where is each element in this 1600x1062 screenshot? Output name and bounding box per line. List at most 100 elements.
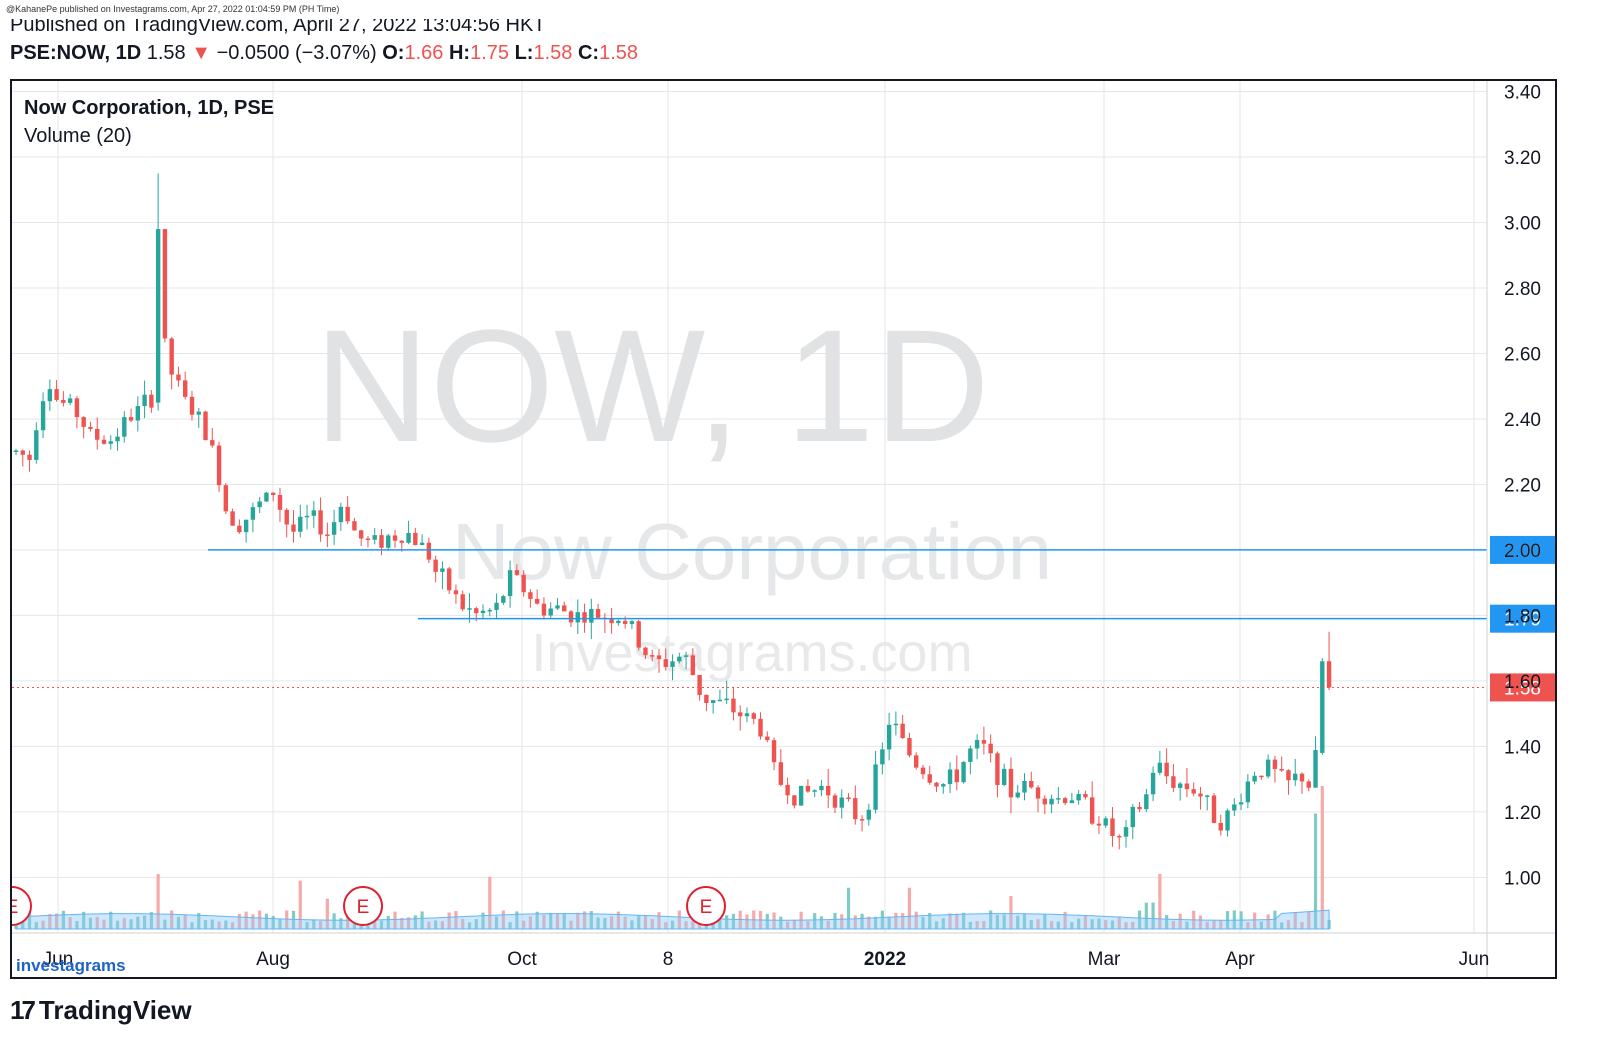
x-tick-label: Aug	[256, 949, 290, 970]
volume-bar	[1083, 915, 1088, 929]
tradingview-logo[interactable]: 17 TradingView	[10, 995, 192, 1026]
candle-body	[589, 608, 594, 623]
candle-body	[1069, 800, 1075, 804]
candle-body	[683, 655, 689, 657]
volume-bar	[325, 898, 329, 929]
candle-body	[717, 699, 723, 702]
volume-bar	[190, 922, 194, 929]
x-tick-label: Jun	[1459, 949, 1490, 970]
volume-bar	[1313, 813, 1318, 929]
volume-bar	[420, 911, 424, 929]
volume-bar	[176, 916, 181, 929]
candle-body	[189, 396, 195, 415]
candle-body	[311, 510, 317, 516]
volume-bar	[853, 915, 857, 929]
candle-body	[257, 501, 262, 508]
legend-title: Now Corporation, 1D, PSE	[24, 97, 275, 119]
level-price-tag	[1490, 535, 1555, 564]
level-price-label: 2.00	[1504, 541, 1541, 562]
volume-bar	[1151, 902, 1155, 929]
y-tick-label: 2.20	[1504, 475, 1541, 496]
candle-body	[365, 538, 371, 541]
volume-bar	[961, 912, 966, 929]
volume-bar	[725, 915, 729, 929]
candle-body	[1008, 768, 1014, 798]
volume-bar	[217, 921, 221, 929]
candle-body	[839, 797, 844, 808]
candle-body	[704, 694, 709, 703]
candle-body	[406, 532, 411, 543]
candle-body	[1252, 775, 1257, 782]
y-tick-label: 2.80	[1504, 279, 1541, 300]
candle-body	[95, 428, 100, 440]
volume-bar	[1029, 920, 1033, 929]
volume-bar	[278, 919, 282, 929]
volume-bar	[819, 916, 824, 929]
candle-body	[1164, 762, 1169, 777]
horizontal-levels: 2.00 1.79 1.58	[12, 535, 1555, 702]
volume-bar	[1090, 919, 1094, 929]
volume-bar	[650, 919, 654, 929]
candle-body	[832, 795, 838, 808]
volume-bar	[454, 911, 458, 929]
volume-bar	[785, 921, 790, 929]
volume-bar	[684, 921, 688, 929]
volume-bar	[318, 921, 323, 929]
y-tick-label: 2.00	[1504, 541, 1541, 562]
earnings-marker-icon: E	[686, 886, 726, 926]
volume-bar	[887, 916, 891, 929]
candle-body	[643, 647, 648, 656]
x-tick-label: Apr	[1225, 949, 1255, 970]
candle-body	[528, 592, 533, 599]
candle-body	[1035, 787, 1041, 799]
volume-bar	[522, 920, 526, 929]
candle-body	[636, 621, 641, 648]
candle-body	[534, 598, 540, 604]
candle-body	[13, 450, 19, 452]
volume-bar	[582, 911, 587, 929]
candle-body	[1306, 781, 1311, 788]
volume-bar	[393, 911, 397, 929]
candle-body	[920, 767, 926, 775]
y-tick-label: 3.20	[1504, 148, 1541, 169]
volume-bar	[1171, 921, 1175, 929]
candle-body	[913, 755, 919, 768]
candle-body	[237, 525, 242, 533]
candle-body	[521, 574, 526, 593]
candle-body	[1205, 795, 1210, 797]
candle-body	[690, 655, 696, 675]
candle-body	[1157, 762, 1163, 773]
chart-frame[interactable]: NOW, 1D Now Corporation Investagrams.com…	[10, 79, 1557, 979]
candle-body	[697, 674, 702, 695]
candle-body	[656, 655, 662, 660]
candle-body	[738, 712, 743, 717]
price-chart[interactable]: NOW, 1D Now Corporation Investagrams.com…	[12, 81, 1557, 979]
volume-bar	[1137, 910, 1142, 929]
candle-body	[1076, 793, 1081, 801]
candle-body	[474, 608, 479, 614]
volume-bar	[95, 916, 99, 929]
volume-bar	[1198, 915, 1203, 929]
watermark-company: Now Corporation	[452, 507, 1052, 596]
earnings-marker-label: E	[12, 897, 18, 918]
time-axis: Jun Aug Oct 8 2022 Mar Apr Jun	[12, 932, 1555, 970]
candle-body	[460, 594, 465, 610]
candle-body	[67, 398, 73, 403]
volume-bar	[765, 913, 769, 929]
candle-body	[710, 700, 716, 703]
volume-bar	[1070, 922, 1074, 929]
tradingview-wordmark: TradingView	[38, 995, 192, 1025]
volume-bar	[1266, 914, 1270, 929]
candle-body	[744, 713, 750, 717]
candle-body	[264, 492, 269, 502]
candle-body	[155, 229, 161, 403]
candle-body	[731, 698, 736, 713]
candle-body	[176, 374, 181, 381]
candle-body	[927, 774, 932, 783]
volume-bar	[251, 914, 255, 929]
watermark-symbol: NOW, 1D	[314, 296, 990, 475]
candle-body	[1130, 806, 1135, 828]
candle-body	[291, 524, 296, 532]
volume-bar	[982, 920, 986, 929]
volume-bar	[1131, 921, 1135, 929]
